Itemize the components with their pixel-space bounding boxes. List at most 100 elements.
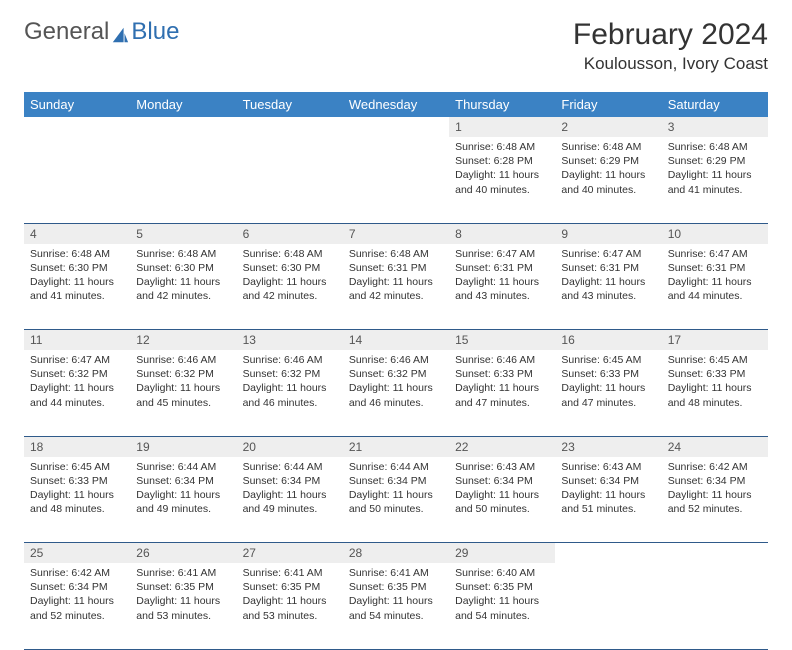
daylight-line: Daylight: 11 hours and 47 minutes.: [455, 381, 549, 409]
sunrise-line: Sunrise: 6:46 AM: [136, 353, 230, 367]
day-cell: Sunrise: 6:46 AMSunset: 6:32 PMDaylight:…: [343, 350, 449, 436]
day-number-cell: 2: [555, 117, 661, 137]
weekday-header-row: SundayMondayTuesdayWednesdayThursdayFrid…: [24, 92, 768, 117]
day-number-cell: [24, 117, 130, 137]
week-row: Sunrise: 6:48 AMSunset: 6:30 PMDaylight:…: [24, 244, 768, 330]
daylight-line: Daylight: 11 hours and 41 minutes.: [668, 168, 762, 196]
sunrise-line: Sunrise: 6:47 AM: [30, 353, 124, 367]
week-row: Sunrise: 6:47 AMSunset: 6:32 PMDaylight:…: [24, 350, 768, 436]
sunset-line: Sunset: 6:31 PM: [561, 261, 655, 275]
sunrise-line: Sunrise: 6:42 AM: [30, 566, 124, 580]
sunrise-line: Sunrise: 6:46 AM: [455, 353, 549, 367]
sunrise-line: Sunrise: 6:42 AM: [668, 460, 762, 474]
day-number-cell: 1: [449, 117, 555, 137]
day-number-cell: 18: [24, 436, 130, 457]
sunset-line: Sunset: 6:34 PM: [455, 474, 549, 488]
day-cell: Sunrise: 6:48 AMSunset: 6:29 PMDaylight:…: [662, 137, 768, 223]
day-details: Sunrise: 6:45 AMSunset: 6:33 PMDaylight:…: [24, 457, 130, 523]
sunrise-line: Sunrise: 6:45 AM: [30, 460, 124, 474]
day-number-cell: [237, 117, 343, 137]
day-details: Sunrise: 6:48 AMSunset: 6:29 PMDaylight:…: [662, 137, 768, 203]
day-cell: Sunrise: 6:40 AMSunset: 6:35 PMDaylight:…: [449, 563, 555, 649]
day-number-cell: 27: [237, 543, 343, 564]
day-details: Sunrise: 6:43 AMSunset: 6:34 PMDaylight:…: [449, 457, 555, 523]
sunrise-line: Sunrise: 6:48 AM: [30, 247, 124, 261]
day-number-cell: 24: [662, 436, 768, 457]
day-number-cell: 23: [555, 436, 661, 457]
brand-word2: Blue: [131, 18, 179, 46]
daylight-line: Daylight: 11 hours and 48 minutes.: [30, 488, 124, 516]
sunset-line: Sunset: 6:31 PM: [455, 261, 549, 275]
day-cell: Sunrise: 6:44 AMSunset: 6:34 PMDaylight:…: [237, 457, 343, 543]
sunrise-line: Sunrise: 6:40 AM: [455, 566, 549, 580]
day-details: Sunrise: 6:48 AMSunset: 6:31 PMDaylight:…: [343, 244, 449, 310]
day-cell: Sunrise: 6:41 AMSunset: 6:35 PMDaylight:…: [237, 563, 343, 649]
daylight-line: Daylight: 11 hours and 52 minutes.: [30, 594, 124, 622]
day-number-cell: 8: [449, 223, 555, 244]
day-cell: [237, 137, 343, 223]
weekday-header: Saturday: [662, 92, 768, 117]
sunrise-line: Sunrise: 6:48 AM: [243, 247, 337, 261]
day-number-cell: 15: [449, 330, 555, 351]
sunset-line: Sunset: 6:30 PM: [30, 261, 124, 275]
sunset-line: Sunset: 6:31 PM: [349, 261, 443, 275]
sunrise-line: Sunrise: 6:45 AM: [561, 353, 655, 367]
sunset-line: Sunset: 6:35 PM: [243, 580, 337, 594]
day-number-cell: 26: [130, 543, 236, 564]
sunset-line: Sunset: 6:34 PM: [243, 474, 337, 488]
day-cell: Sunrise: 6:48 AMSunset: 6:30 PMDaylight:…: [24, 244, 130, 330]
daylight-line: Daylight: 11 hours and 40 minutes.: [561, 168, 655, 196]
sunrise-line: Sunrise: 6:48 AM: [349, 247, 443, 261]
day-cell: [343, 137, 449, 223]
day-cell: [24, 137, 130, 223]
sunset-line: Sunset: 6:30 PM: [243, 261, 337, 275]
sunset-line: Sunset: 6:31 PM: [668, 261, 762, 275]
daylight-line: Daylight: 11 hours and 49 minutes.: [136, 488, 230, 516]
day-details: Sunrise: 6:48 AMSunset: 6:30 PMDaylight:…: [24, 244, 130, 310]
day-details: Sunrise: 6:45 AMSunset: 6:33 PMDaylight:…: [555, 350, 661, 416]
day-number-cell: [662, 543, 768, 564]
daynum-row: 11121314151617: [24, 330, 768, 351]
daylight-line: Daylight: 11 hours and 44 minutes.: [668, 275, 762, 303]
week-row: Sunrise: 6:45 AMSunset: 6:33 PMDaylight:…: [24, 457, 768, 543]
day-number-cell: 25: [24, 543, 130, 564]
day-cell: Sunrise: 6:45 AMSunset: 6:33 PMDaylight:…: [24, 457, 130, 543]
sunset-line: Sunset: 6:35 PM: [349, 580, 443, 594]
sunrise-line: Sunrise: 6:44 AM: [349, 460, 443, 474]
sunset-line: Sunset: 6:34 PM: [349, 474, 443, 488]
day-details: Sunrise: 6:47 AMSunset: 6:31 PMDaylight:…: [449, 244, 555, 310]
day-number-cell: 14: [343, 330, 449, 351]
calendar-table: SundayMondayTuesdayWednesdayThursdayFrid…: [24, 92, 768, 650]
day-cell: Sunrise: 6:45 AMSunset: 6:33 PMDaylight:…: [555, 350, 661, 436]
day-cell: Sunrise: 6:47 AMSunset: 6:31 PMDaylight:…: [555, 244, 661, 330]
sunset-line: Sunset: 6:35 PM: [136, 580, 230, 594]
sunrise-line: Sunrise: 6:46 AM: [349, 353, 443, 367]
daylight-line: Daylight: 11 hours and 41 minutes.: [30, 275, 124, 303]
daynum-row: 18192021222324: [24, 436, 768, 457]
daynum-row: 123: [24, 117, 768, 137]
day-details: Sunrise: 6:44 AMSunset: 6:34 PMDaylight:…: [237, 457, 343, 523]
day-cell: Sunrise: 6:41 AMSunset: 6:35 PMDaylight:…: [343, 563, 449, 649]
day-details: Sunrise: 6:41 AMSunset: 6:35 PMDaylight:…: [237, 563, 343, 629]
daylight-line: Daylight: 11 hours and 42 minutes.: [349, 275, 443, 303]
day-cell: Sunrise: 6:44 AMSunset: 6:34 PMDaylight:…: [343, 457, 449, 543]
week-row: Sunrise: 6:42 AMSunset: 6:34 PMDaylight:…: [24, 563, 768, 649]
day-number-cell: 13: [237, 330, 343, 351]
day-number-cell: 19: [130, 436, 236, 457]
day-details: Sunrise: 6:40 AMSunset: 6:35 PMDaylight:…: [449, 563, 555, 629]
daylight-line: Daylight: 11 hours and 44 minutes.: [30, 381, 124, 409]
day-number-cell: 4: [24, 223, 130, 244]
sunset-line: Sunset: 6:33 PM: [561, 367, 655, 381]
daynum-row: 2526272829: [24, 543, 768, 564]
header: General Blue February 2024 Koulousson, I…: [24, 18, 768, 74]
day-details: Sunrise: 6:48 AMSunset: 6:30 PMDaylight:…: [237, 244, 343, 310]
day-details: Sunrise: 6:46 AMSunset: 6:33 PMDaylight:…: [449, 350, 555, 416]
day-number-cell: 28: [343, 543, 449, 564]
day-number-cell: 21: [343, 436, 449, 457]
day-number-cell: 29: [449, 543, 555, 564]
sunset-line: Sunset: 6:30 PM: [136, 261, 230, 275]
daylight-line: Daylight: 11 hours and 46 minutes.: [243, 381, 337, 409]
day-cell: Sunrise: 6:48 AMSunset: 6:31 PMDaylight:…: [343, 244, 449, 330]
day-number-cell: 17: [662, 330, 768, 351]
day-number-cell: 3: [662, 117, 768, 137]
